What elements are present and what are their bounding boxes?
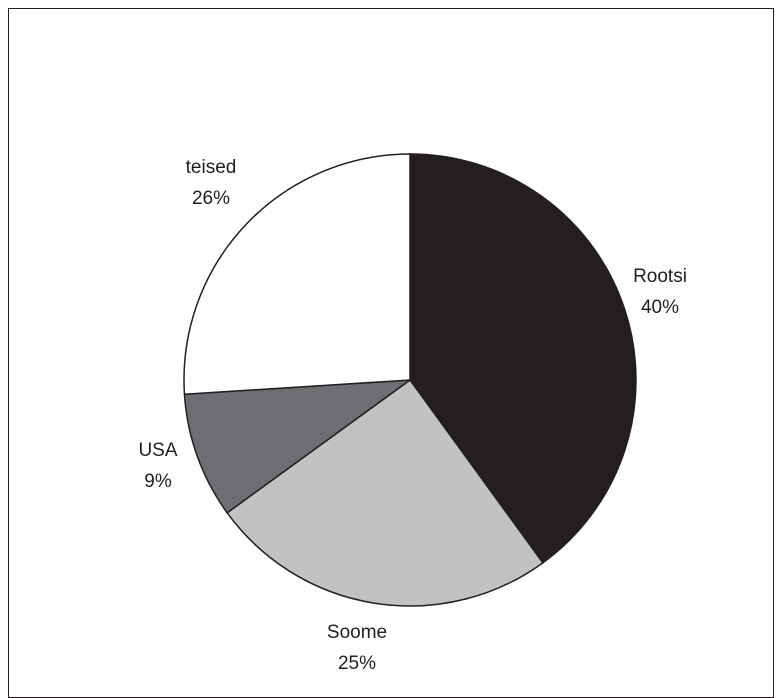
slice-label-usa: USA — [138, 440, 177, 461]
pie-slice-usa — [183, 379, 413, 514]
slice-percent-teised: 26% — [192, 188, 230, 209]
slice-percent-rootsi: 40% — [641, 297, 679, 318]
slice-label-rootsi: Rootsi — [633, 266, 687, 287]
pie-slice-teised — [183, 153, 411, 395]
pie-slice-soome — [226, 378, 544, 607]
pie-slice-rootsi — [409, 153, 637, 564]
slice-label-soome: Soome — [327, 622, 387, 643]
slice-percent-soome: 25% — [338, 653, 376, 674]
slice-percent-usa: 9% — [144, 471, 172, 492]
slice-label-teised: teised — [186, 157, 237, 178]
